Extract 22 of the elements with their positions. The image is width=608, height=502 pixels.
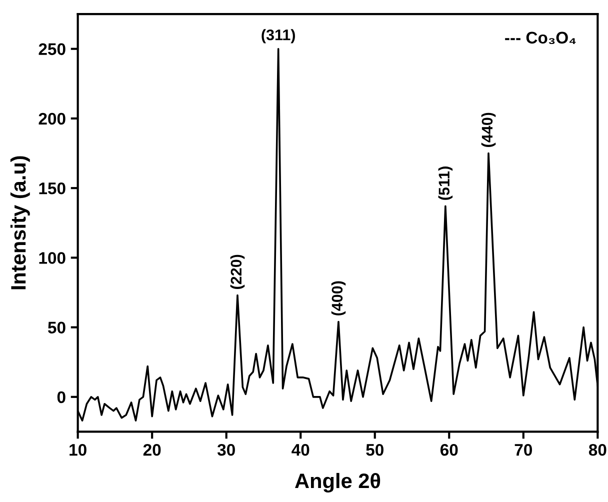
x-tick-label: 10 — [70, 444, 86, 456]
x-axis-title: Angle 2θ — [295, 472, 380, 492]
annotation: (511) — [438, 166, 453, 200]
x-tick-label: 40 — [292, 444, 310, 456]
x-tick-label: 80 — [588, 444, 606, 456]
y-axis-title: Intensity (a.u) — [10, 156, 30, 290]
annotation: (311) — [262, 29, 295, 44]
x-tick-label: 70 — [514, 444, 532, 456]
y-tick-label: 150 — [39, 182, 66, 194]
y-tick-label: 200 — [38, 112, 66, 125]
y-tick-label: 250 — [38, 43, 66, 56]
x-tick-label: 30 — [217, 444, 235, 456]
annotation: (400) — [331, 281, 346, 316]
annotation: (220) — [230, 254, 245, 289]
x-tick-label: 50 — [366, 444, 384, 456]
x-tick-label: 20 — [143, 444, 161, 456]
annotation: --- Co₃O₄ — [505, 32, 576, 44]
y-tick-label: 100 — [39, 252, 66, 264]
x-tick-label: 60 — [440, 444, 458, 456]
y-tick-label: 50 — [48, 322, 66, 334]
y-tick-label: 0 — [57, 391, 66, 404]
annotation: (440) — [481, 112, 496, 147]
